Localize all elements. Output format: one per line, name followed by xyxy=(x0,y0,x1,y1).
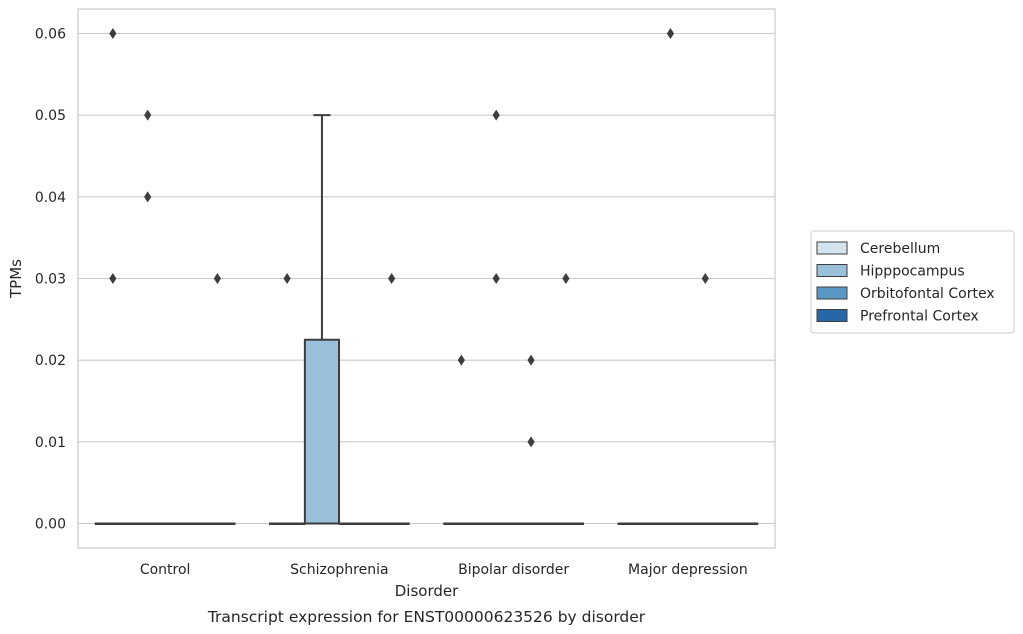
y-tick-label: 0.00 xyxy=(35,517,66,533)
box-cerebellum xyxy=(617,522,654,525)
box-cerebellum xyxy=(443,354,480,525)
outlier-point xyxy=(527,354,535,366)
y-tick-labels: 0.00 0.01 0.02 0.03 0.04 0.05 0.06 xyxy=(35,27,66,533)
outlier-point xyxy=(388,273,396,284)
y-tick-label: 0.04 xyxy=(35,190,66,206)
legend-swatch xyxy=(816,286,848,300)
outlier-point xyxy=(283,273,291,284)
legend-label: Orbitofontal Cortex xyxy=(860,286,995,302)
outlier-point xyxy=(109,28,117,39)
legend-label: Hipppocampus xyxy=(860,264,965,280)
legend-label: Cerebellum xyxy=(860,241,940,257)
x-tick-label: Control xyxy=(140,562,191,578)
outlier-point xyxy=(457,354,465,366)
grid-lines xyxy=(78,32,775,525)
box-body xyxy=(303,338,341,525)
outlier-point xyxy=(492,273,500,284)
box-groups xyxy=(94,28,759,525)
outlier-point xyxy=(109,273,117,284)
y-tick-label: 0.05 xyxy=(35,108,66,124)
x-axis-label: Disorder xyxy=(395,582,459,600)
box-prefrontal-cortex xyxy=(199,273,236,525)
box-hipppocampus xyxy=(652,28,689,525)
box-hipppocampus xyxy=(478,109,515,525)
box-prefrontal-cortex xyxy=(547,273,584,525)
box-cerebellum xyxy=(269,273,306,525)
legend-swatch xyxy=(816,309,848,322)
plot-frame xyxy=(77,8,776,549)
outlier-point xyxy=(213,273,221,284)
outlier-point xyxy=(701,273,709,284)
y-tick-label: 0.01 xyxy=(35,435,66,451)
y-tick-label: 0.02 xyxy=(35,353,66,369)
x-tick-label: Schizophrenia xyxy=(290,562,388,578)
chart-caption: Transcript expression for ENST0000062352… xyxy=(207,608,646,626)
y-axis-label: TPMs xyxy=(7,259,25,299)
outlier-point xyxy=(492,109,500,121)
box-hipppocampus xyxy=(303,114,341,525)
outlier-point xyxy=(562,273,570,284)
legend-swatch xyxy=(816,241,848,255)
outlier-point xyxy=(527,436,535,448)
box-orbitofontal-cortex xyxy=(338,522,375,525)
box-prefrontal-cortex xyxy=(373,273,410,525)
legend-frame xyxy=(810,230,1015,334)
outlier-point xyxy=(144,109,152,121)
legend-swatch xyxy=(816,264,848,277)
box-cerebellum xyxy=(94,28,131,525)
box-orbitofontal-cortex xyxy=(687,273,724,525)
box-hipppocampus xyxy=(129,109,166,525)
y-tick-label: 0.03 xyxy=(35,272,66,288)
outlier-point xyxy=(666,28,675,39)
x-tick-label: Major depression xyxy=(628,562,748,578)
legend-label: Prefrontal Cortex xyxy=(860,309,979,325)
x-tick-label: Bipolar disorder xyxy=(458,562,569,578)
box-orbitofontal-cortex xyxy=(164,522,201,525)
legend: Cerebellum Hipppocampus Orbitofontal Corte… xyxy=(810,230,1015,334)
box-prefrontal-cortex xyxy=(722,522,759,525)
y-tick-label: 0.06 xyxy=(35,27,66,43)
outlier-point xyxy=(144,191,152,203)
x-tick-labels: Control Schizophrenia Bipolar disorder Majo… xyxy=(140,562,748,578)
box-orbitofontal-cortex xyxy=(512,354,550,525)
